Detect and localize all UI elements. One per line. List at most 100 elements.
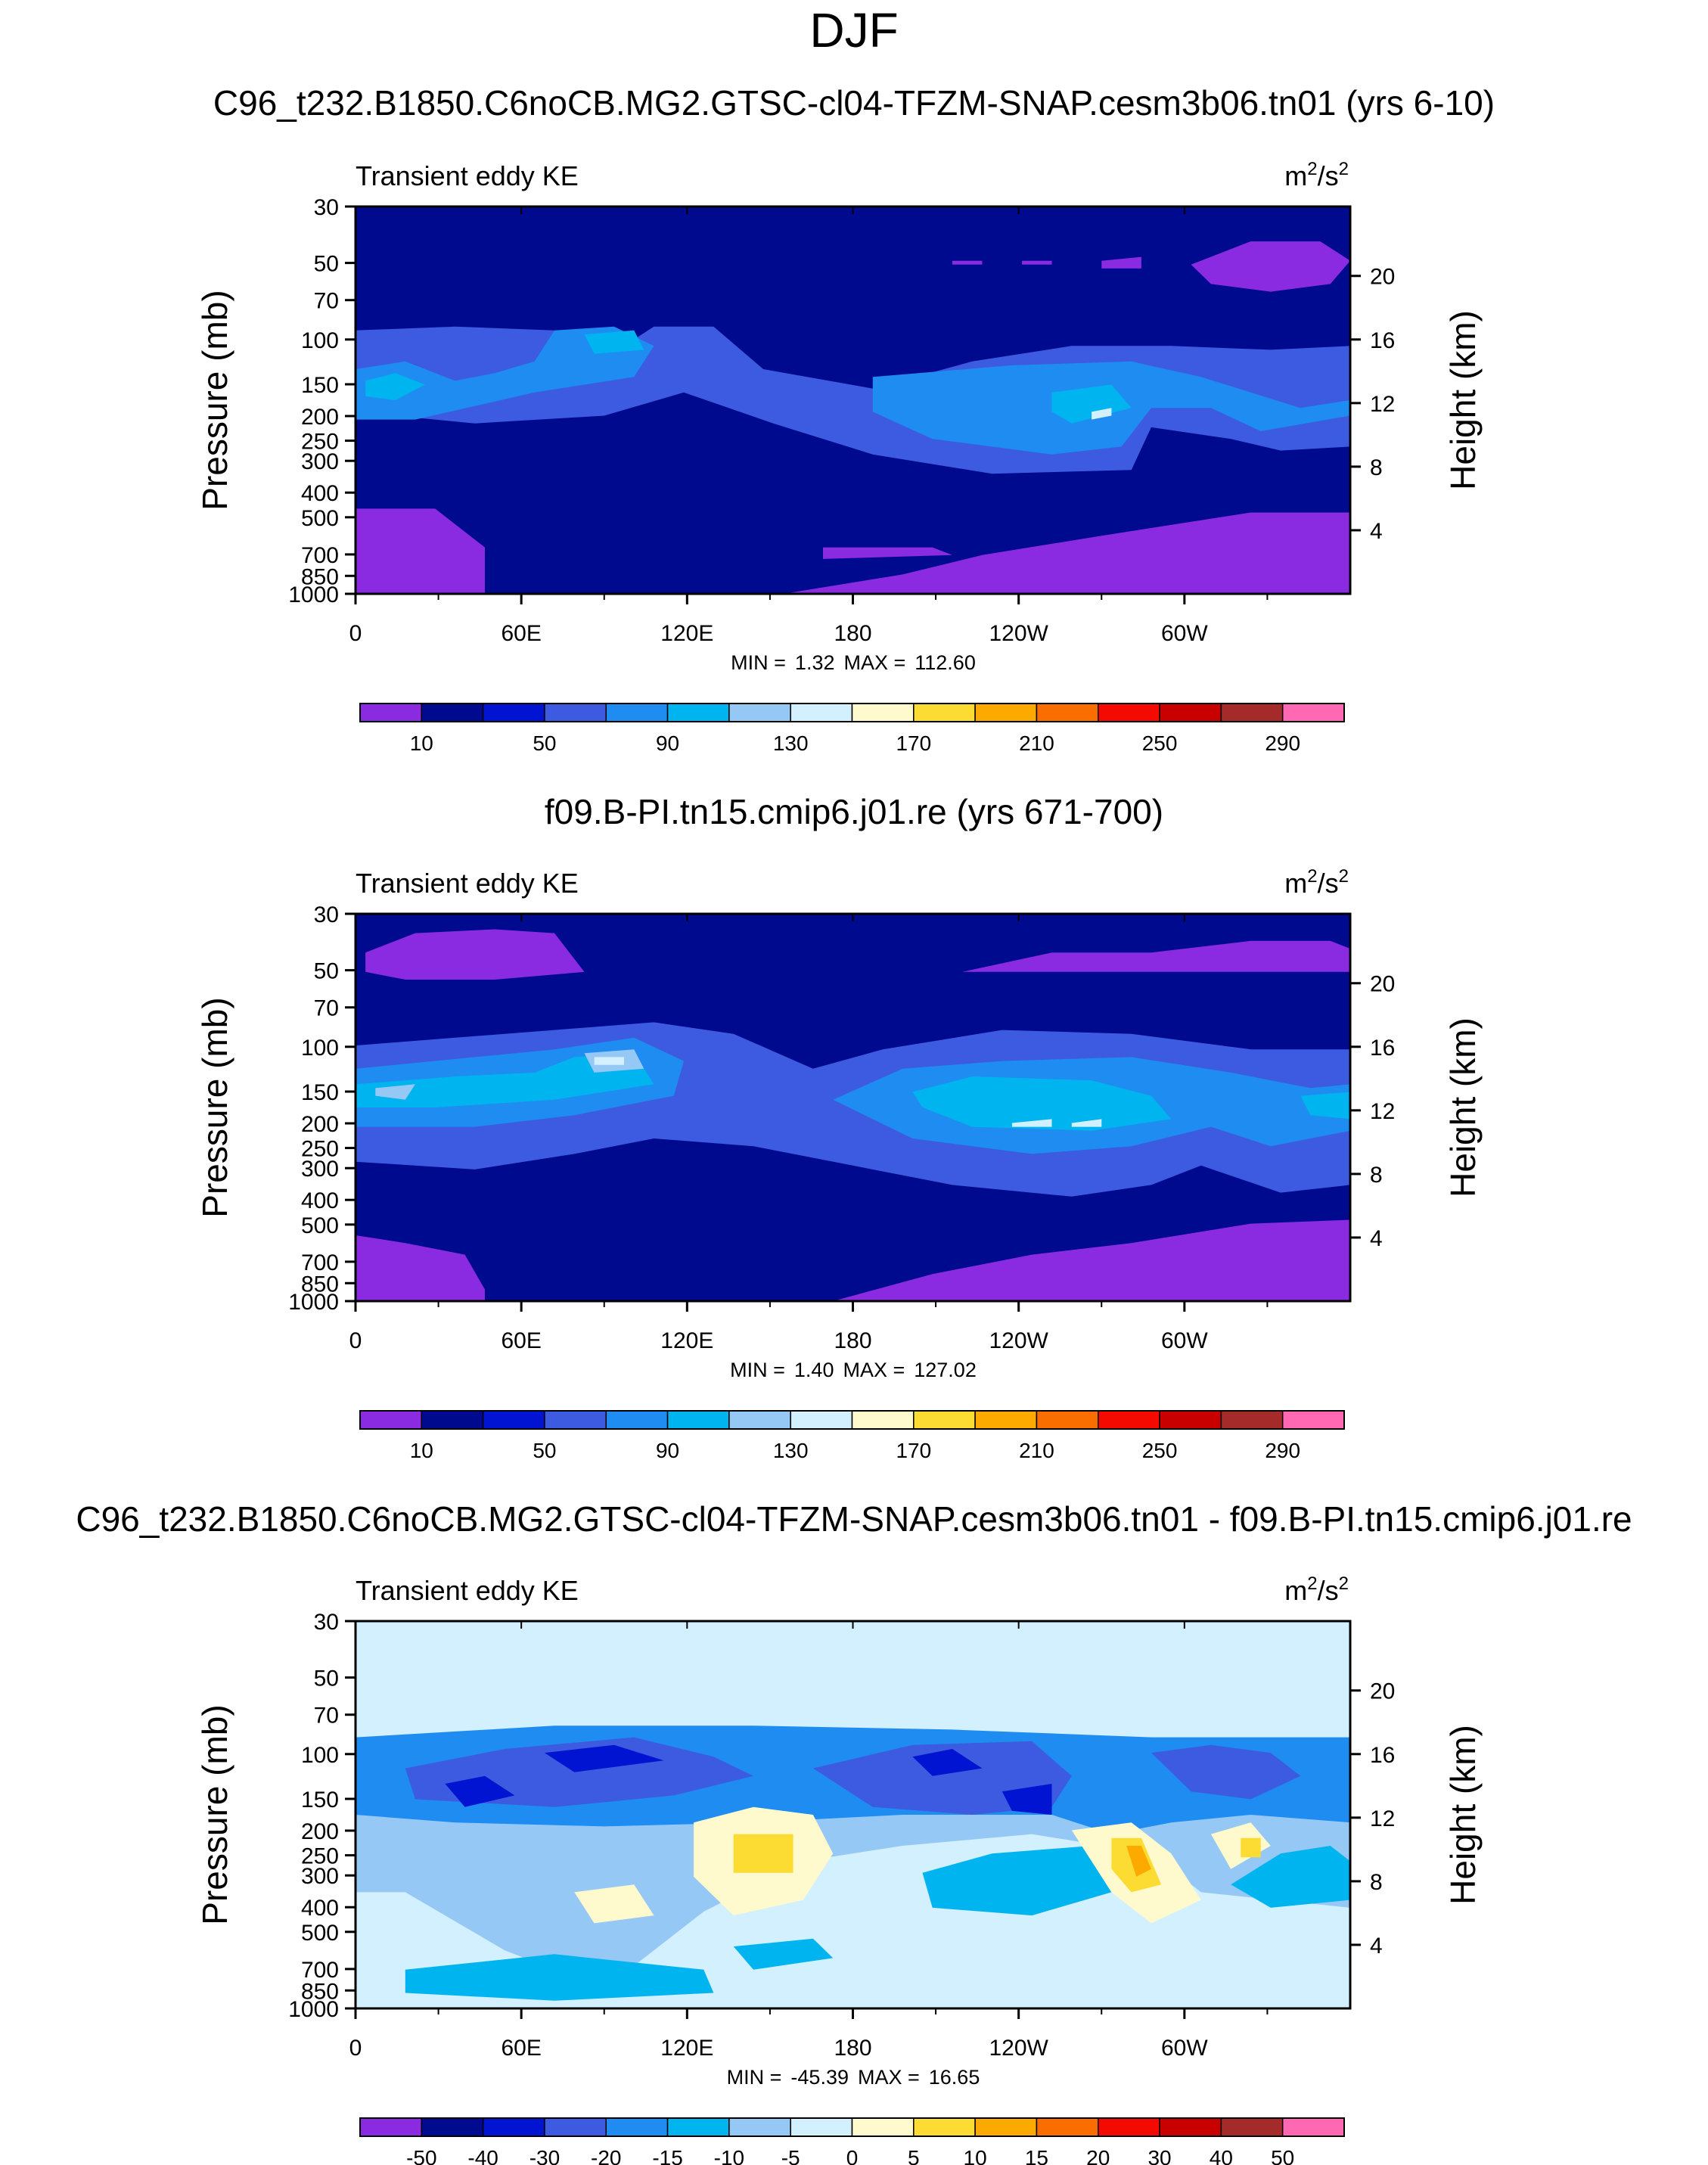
max-label: MAX = [843,651,905,674]
colorbar-swatch [1036,1410,1099,1430]
colorbar-swatch [421,1410,484,1430]
colorbar-swatch [1098,1410,1160,1430]
colorbar-swatch [1159,1410,1222,1430]
colorbar-label: -50 [406,2146,436,2165]
colorbar-label: 10 [410,1439,433,1462]
min-max-label: MIN = -45.39 MAX = 16.65 [727,2066,980,2089]
colorbar-swatch [1281,703,1345,722]
colorbar-swatch [728,703,791,722]
x-tick-label: 120E [660,2036,713,2061]
y-tick-label: 700 [301,1250,339,1275]
x-tick-label: 60W [1161,2036,1208,2061]
units-base: m [1284,1575,1307,1606]
colorbar-label: 170 [896,732,931,755]
units-sup1: 2 [1307,159,1317,179]
colorbar-label: -20 [591,2146,621,2165]
y-axis-label-right: Height (km) [1443,1725,1483,1905]
panel-1-title: C96_t232.B1850.C6noCB.MG2.GTSC-cl04-TFZM… [213,83,1495,123]
y-tick-label: 850 [301,1979,339,2004]
panel-3-title: C96_t232.B1850.C6noCB.MG2.GTSC-cl04-TFZM… [76,1499,1632,1539]
y-tick-label: 1000 [288,1997,339,2022]
colorbar-frame [359,2117,1345,2137]
colorbar-label: 10 [964,2146,987,2165]
y-tick-label: 250 [301,1844,339,1869]
colorbar-label: 40 [1210,2146,1233,2165]
colorbar-swatch [359,2117,423,2137]
colorbar-swatch [1098,703,1160,722]
y-tick-label: 200 [301,405,339,430]
y-tick-label: 150 [301,1788,339,1812]
colorbar-swatch [913,703,976,722]
units-label: m2/s2 [1284,1573,1349,1606]
y-tick-label: 1000 [288,1290,339,1315]
min-label: MIN = [731,651,786,674]
y-tick-label: 1000 [288,582,339,607]
max-value: 127.02 [914,1359,977,1381]
panel-3: Transient eddy KE m2/s2305070100150200250… [195,1573,1483,2165]
max-label: MAX = [858,2066,920,2089]
x-tick-label: 60W [1161,1328,1208,1353]
colorbar-swatch [605,703,669,722]
max-value: 112.60 [915,651,976,674]
contour-region [1051,384,1132,424]
contour-region [356,1235,485,1301]
y-tick-label: 70 [314,996,339,1021]
contour-fills [356,241,1350,594]
y-tick-label: 70 [314,1704,339,1729]
colorbar-swatch [790,703,853,722]
y-axis-label-left: Pressure (mb) [195,997,234,1217]
contour-region [356,326,654,420]
page-title: DJF [809,3,899,57]
colorbar: 10 50 90 130 170 210 250 290 [359,703,1345,755]
y-right-tick-label: 16 [1370,1743,1395,1768]
x-tick-label: 0 [349,1328,362,1353]
contour-region [1191,241,1350,292]
contour-region [783,512,1350,594]
colorbar-swatch [1281,2117,1345,2137]
units-mid: /s [1318,160,1339,191]
colorbar-swatch [913,1410,976,1430]
y-tick-label: 30 [314,902,339,927]
y-tick-label: 100 [301,1036,339,1061]
colorbar-swatch [1159,703,1222,722]
contour-region [1101,256,1141,269]
min-max-label: MIN = 1.32 MAX = 112.60 [731,651,976,674]
colorbar-label: 90 [656,1439,679,1462]
min-value: 1.32 [795,651,835,674]
panel-2: Transient eddy KE m2/s2305070100150200250… [195,866,1483,1462]
colorbar-label: 15 [1025,2146,1048,2165]
x-tick-label: 120W [989,1328,1048,1353]
colorbar-swatch [1220,703,1284,722]
colorbar-swatch [359,1410,423,1430]
colorbar-label: 250 [1142,1439,1178,1462]
y-right-tick-label: 8 [1370,1870,1383,1895]
variable-label: Transient eddy KE [356,160,579,191]
colorbar-label: 5 [908,2146,920,2165]
colorbar-swatch [851,703,915,722]
contour-region [1022,260,1052,265]
colorbar-label: 130 [773,1439,809,1462]
y-tick-label: 700 [301,1958,339,1983]
contour-region [823,547,952,559]
colorbar-label: 130 [773,732,809,755]
y-tick-label: 500 [301,506,339,531]
y-tick-label: 250 [301,1137,339,1162]
y-tick-label: 400 [301,1896,339,1921]
contour-region [1241,1837,1261,1858]
colorbar-swatch [544,2117,607,2137]
contour-region [1151,1744,1301,1800]
units-mid: /s [1318,868,1339,899]
y-axis-label-left: Pressure (mb) [195,1704,234,1924]
y-tick-label: 30 [314,1610,339,1635]
colorbar-label: 0 [846,2146,859,2165]
panel-2-title: f09.B-PI.tn15.cmip6.j01.re (yrs 671-700) [544,792,1164,831]
max-label: MAX = [843,1359,905,1381]
units-sup1: 2 [1307,1573,1317,1594]
y-axis-label-right: Height (km) [1443,1017,1483,1197]
colorbar-label: 170 [896,1439,931,1462]
x-tick-label: 120E [660,621,713,646]
colorbar-frame [359,703,1345,722]
colorbar-swatch [974,2117,1038,2137]
colorbar-label: 30 [1147,2146,1171,2165]
variable-label: Transient eddy KE [356,868,579,899]
